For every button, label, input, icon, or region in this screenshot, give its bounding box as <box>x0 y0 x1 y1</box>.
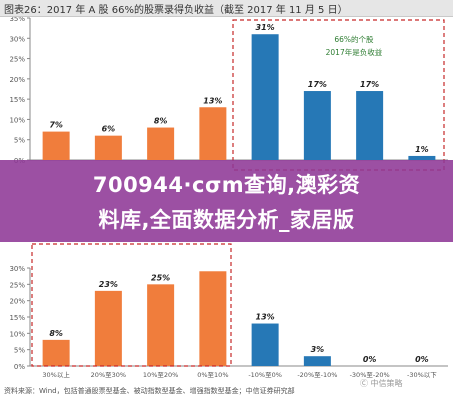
y-tick-label: 30% <box>9 35 25 43</box>
annotation-text-line2: 2017年是负收益 <box>326 47 383 57</box>
data-label: 1% <box>415 145 429 154</box>
banner-text-line1: 700944·cσm查询,澳彩资 <box>92 173 361 197</box>
source-note: 资料来源：Wind，包括普通股票型基金、被动指数型基金、增强指数型基金；中信证券… <box>4 387 295 395</box>
data-label: 17% <box>360 80 379 89</box>
x-tick-label: 20%至30% <box>91 371 126 379</box>
y-tick-label: 15% <box>9 96 25 104</box>
figure-title-bar: 图表26：2017 年 A 股 66%的股票录得负收益（截至 2017 年 11… <box>0 0 453 17</box>
bar <box>199 107 227 160</box>
data-label: 8% <box>154 117 168 126</box>
annotation-box <box>232 19 445 171</box>
y-tick-label: 25% <box>9 281 25 289</box>
data-label: 6% <box>102 125 116 134</box>
data-label: 0% <box>415 355 429 364</box>
positive-region-box <box>31 243 232 367</box>
data-label: 31% <box>256 23 275 32</box>
bar <box>356 91 384 160</box>
y-tick-label: 25% <box>9 56 25 64</box>
figure-title: 图表26：2017 年 A 股 66%的股票录得负收益（截至 2017 年 11… <box>4 5 348 16</box>
bar <box>42 339 70 366</box>
watermark: Ⓒ 中信策略 <box>360 379 403 388</box>
y-tick-label: 0% <box>14 363 25 371</box>
y-tick-label: 10% <box>9 330 25 338</box>
annotation-text-line1: 66%的个股 <box>334 34 374 44</box>
y-tick-label: 20% <box>9 76 25 84</box>
bar <box>94 135 122 160</box>
bar <box>251 34 279 160</box>
bar <box>147 284 175 366</box>
bar <box>303 356 331 366</box>
x-tick-label: 0%至10% <box>197 371 228 379</box>
x-tick-label: -20%至-10% <box>297 371 337 379</box>
data-label: 3% <box>311 345 325 354</box>
bar <box>147 127 175 160</box>
data-label: 8% <box>49 329 63 338</box>
data-label: 23% <box>99 280 118 289</box>
x-tick-label: -30%以下 <box>407 371 437 379</box>
bar <box>199 271 227 366</box>
x-tick-label: 10%至20% <box>143 371 178 379</box>
bar <box>42 131 70 160</box>
banner-text-line2: 料库,全面数据分析_家居版 <box>98 208 355 232</box>
y-tick-label: 15% <box>9 314 25 322</box>
overlay-banner: 700944·cσm查询,澳彩资 料库,全面数据分析_家居版 <box>0 160 453 242</box>
y-tick-label: 5% <box>14 137 25 145</box>
bar <box>94 290 122 366</box>
x-tick-label: -30%至-20% <box>350 371 390 379</box>
x-tick-label: 30%以上 <box>42 370 70 379</box>
data-label: 7% <box>49 121 63 130</box>
y-tick-label: 30% <box>9 265 25 273</box>
data-label: 13% <box>203 96 222 105</box>
bar <box>408 155 436 160</box>
y-tick-label: 5% <box>14 347 25 355</box>
y-tick-label: 35% <box>9 15 25 23</box>
x-tick-label: -10%至0% <box>248 371 282 379</box>
y-tick-label: 20% <box>9 298 25 306</box>
data-label: 0% <box>363 355 377 364</box>
data-label: 13% <box>256 313 275 322</box>
bar <box>251 323 279 366</box>
y-tick-label: 10% <box>9 116 25 124</box>
bar <box>303 91 331 160</box>
data-label: 17% <box>308 80 327 89</box>
data-label: 25% <box>151 273 170 282</box>
